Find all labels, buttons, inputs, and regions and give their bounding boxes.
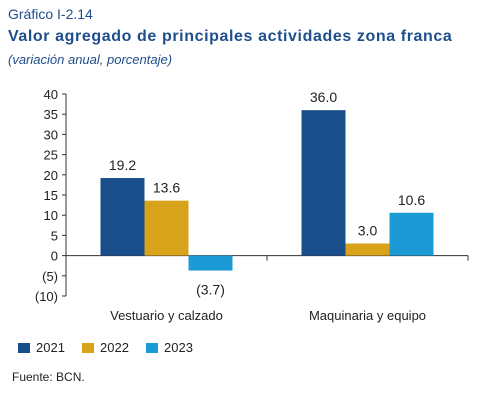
bar-2023-1 <box>389 212 434 256</box>
x-category-label: Maquinaria y equipo <box>309 308 426 323</box>
y-tick-label: 5 <box>51 228 58 243</box>
legend-swatch-2021 <box>18 342 30 353</box>
x-category-label: Vestuario y calzado <box>110 308 223 323</box>
legend-label-2022: 2022 <box>100 340 129 355</box>
bar-2021-1 <box>301 110 346 256</box>
bar-2022-1 <box>345 243 390 256</box>
legend-label-2023: 2023 <box>164 340 193 355</box>
legend-swatch-2022 <box>82 342 94 353</box>
y-tick-label: 20 <box>44 168 58 183</box>
figure-label: Gráfico I-2.14 <box>8 6 93 22</box>
data-label: (3.7) <box>196 282 225 298</box>
legend-item-2022: 2022 <box>82 340 129 355</box>
data-label: 13.6 <box>153 180 180 196</box>
legend-label-2021: 2021 <box>36 340 65 355</box>
data-label: 10.6 <box>398 192 425 208</box>
data-label: 36.0 <box>310 89 337 105</box>
y-tick-label: 40 <box>44 87 58 102</box>
y-tick-label: 35 <box>44 107 58 122</box>
source-note: Fuente: BCN. <box>12 370 85 384</box>
legend-swatch-2023 <box>146 342 158 353</box>
bar-2022-0 <box>144 200 189 256</box>
bar-2021-0 <box>100 178 145 256</box>
chart-subtitle: (variación anual, porcentaje) <box>8 52 173 67</box>
y-tick-label: 10 <box>44 208 58 223</box>
y-tick-label: 25 <box>44 148 58 163</box>
y-tick-label: (10) <box>35 289 58 304</box>
bar-2023-0 <box>188 255 233 271</box>
y-tick-label: 30 <box>44 127 58 142</box>
y-tick-label: (5) <box>42 269 58 284</box>
y-tick-label: 0 <box>51 249 58 264</box>
legend-item-2021: 2021 <box>18 340 65 355</box>
data-label: 19.2 <box>109 157 136 173</box>
data-label: 3.0 <box>358 222 378 238</box>
bar-chart: 40 35 30 25 20 15 10 5 0 (5) (10) 19.2 13.6 (3.7) Vest… <box>35 87 469 323</box>
chart-title: Valor agregado de principales actividade… <box>8 28 453 45</box>
legend-item-2023: 2023 <box>146 340 193 355</box>
y-tick-label: 15 <box>44 188 58 203</box>
